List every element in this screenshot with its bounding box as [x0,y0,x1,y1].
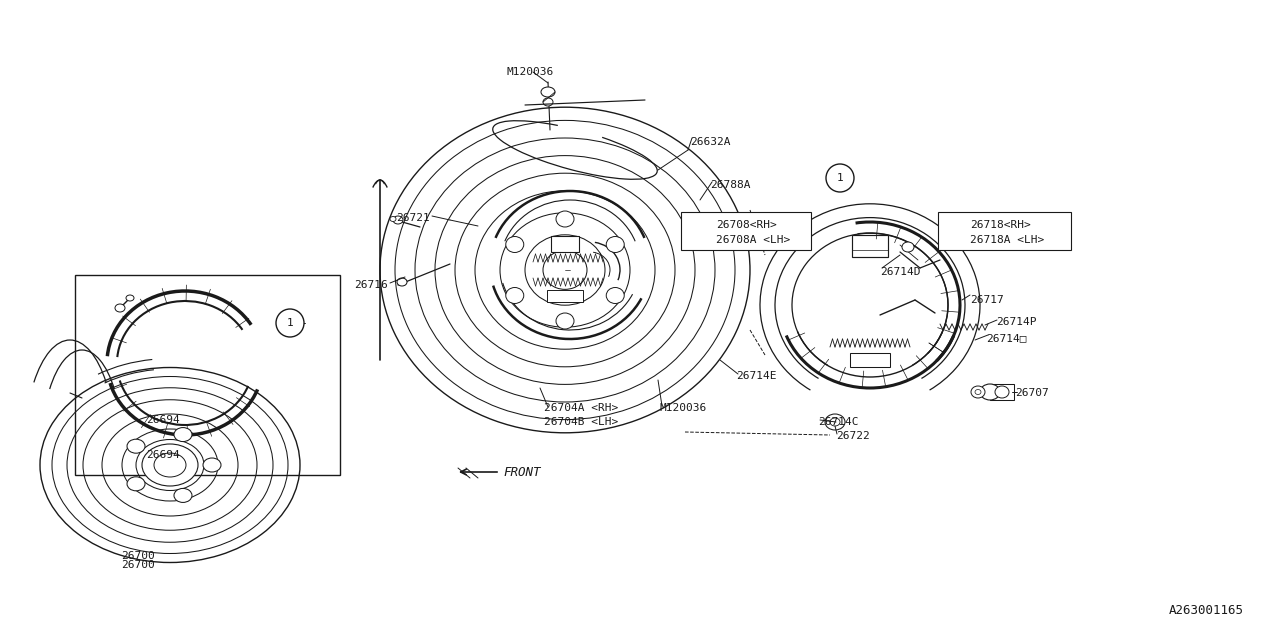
Ellipse shape [829,418,840,426]
Bar [938,212,1071,250]
Ellipse shape [975,390,980,394]
Text: 26694: 26694 [146,450,180,460]
Ellipse shape [902,242,914,252]
Ellipse shape [543,98,553,106]
Ellipse shape [506,287,524,303]
Bar [681,212,812,250]
Ellipse shape [174,428,192,442]
Ellipse shape [506,237,524,253]
Text: 26721: 26721 [397,213,430,223]
Text: 26704A <RH>: 26704A <RH> [544,403,618,413]
Ellipse shape [276,309,305,337]
Text: A263001165: A263001165 [1169,604,1244,616]
Text: 1: 1 [837,173,844,183]
Text: 26694: 26694 [146,415,180,425]
Bar [852,235,888,257]
Ellipse shape [980,384,1000,400]
Bar [989,384,1014,400]
Text: 26788A: 26788A [710,180,750,190]
Ellipse shape [397,278,407,286]
Bar [850,353,890,367]
Text: FRONT: FRONT [503,465,540,479]
Ellipse shape [204,458,221,472]
Text: 26717: 26717 [970,295,1004,305]
Text: 26714E: 26714E [736,371,777,381]
Ellipse shape [995,386,1009,398]
Ellipse shape [127,477,145,491]
Bar [76,275,340,475]
Text: 26708<RH>: 26708<RH> [716,220,777,230]
Text: 26718<RH>: 26718<RH> [970,220,1030,230]
Bar [547,290,582,302]
Ellipse shape [142,444,198,486]
Text: 26722: 26722 [836,431,869,441]
Ellipse shape [390,216,396,221]
Bar [550,236,579,252]
Text: 26716: 26716 [355,280,388,290]
Text: 26700: 26700 [122,551,155,561]
Ellipse shape [115,304,125,312]
Ellipse shape [127,439,145,453]
Ellipse shape [826,414,845,430]
Ellipse shape [393,216,403,224]
Ellipse shape [972,386,986,398]
Ellipse shape [556,211,573,227]
Text: 26714P: 26714P [996,317,1037,327]
Text: 1: 1 [287,318,293,328]
Text: 26718A <LH>: 26718A <LH> [970,235,1044,245]
Ellipse shape [826,164,854,192]
Ellipse shape [556,313,573,329]
Text: M120036: M120036 [660,403,708,413]
Ellipse shape [607,237,625,253]
Text: 26714D: 26714D [881,267,920,277]
Text: 26700: 26700 [122,560,155,570]
Text: 26714□: 26714□ [986,333,1027,343]
Ellipse shape [125,295,134,301]
Text: 26714C: 26714C [818,417,859,427]
Ellipse shape [174,488,192,502]
Text: 26632A: 26632A [690,137,731,147]
Ellipse shape [607,287,625,303]
Text: 26708A <LH>: 26708A <LH> [716,235,790,245]
Ellipse shape [541,87,556,97]
Ellipse shape [154,453,186,477]
Text: 26704B <LH>: 26704B <LH> [544,417,618,427]
Text: M120036: M120036 [507,67,554,77]
Text: 26707: 26707 [1015,388,1048,398]
